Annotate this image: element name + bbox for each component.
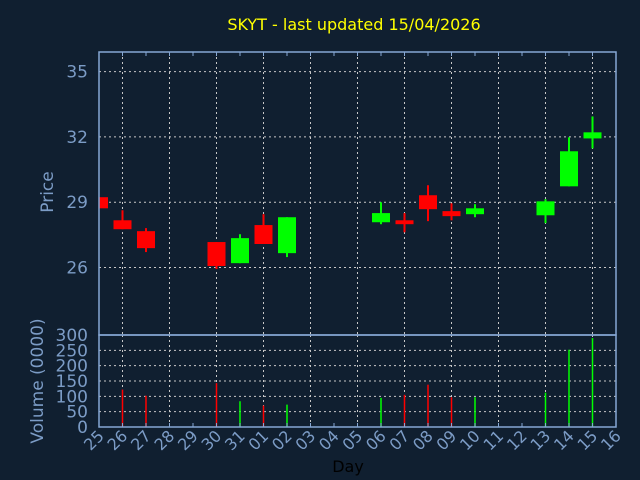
volume-tick-label: 50 — [66, 403, 88, 423]
volume-tick-label: 0 — [77, 418, 88, 438]
candle-body — [99, 197, 108, 209]
candle-body — [137, 231, 155, 249]
x-tick-label: 16 — [597, 426, 625, 454]
candle-body — [560, 151, 578, 187]
candle-body — [442, 211, 461, 217]
candle-body — [536, 201, 555, 216]
volume-tick-label: 300 — [56, 326, 88, 346]
volume-tick-label: 250 — [56, 341, 88, 361]
candle-body — [395, 220, 414, 225]
candle-body — [231, 238, 249, 264]
volume-tick-label: 100 — [56, 387, 88, 407]
price-tick-label: 29 — [66, 193, 88, 213]
candle-body — [254, 225, 273, 245]
candle-body — [113, 220, 132, 230]
candle-body — [466, 208, 484, 215]
candle-body — [278, 217, 296, 254]
candle-body — [207, 242, 226, 266]
x-axis-label: Day — [332, 457, 364, 476]
price-tick-label: 26 — [66, 259, 88, 279]
volume-tick-label: 200 — [56, 357, 88, 377]
price-axis-label: Price — [38, 171, 58, 212]
volume-tick-label: 150 — [56, 372, 88, 392]
candle-body — [583, 132, 602, 139]
candle-body — [419, 195, 437, 210]
chart-title: SKYT - last updated 15/04/2026 — [227, 15, 480, 34]
price-tick-label: 35 — [66, 63, 88, 83]
candle-body — [372, 213, 390, 223]
price-tick-label: 32 — [66, 128, 88, 148]
volume-axis-label: Volume (0000) — [28, 318, 48, 443]
